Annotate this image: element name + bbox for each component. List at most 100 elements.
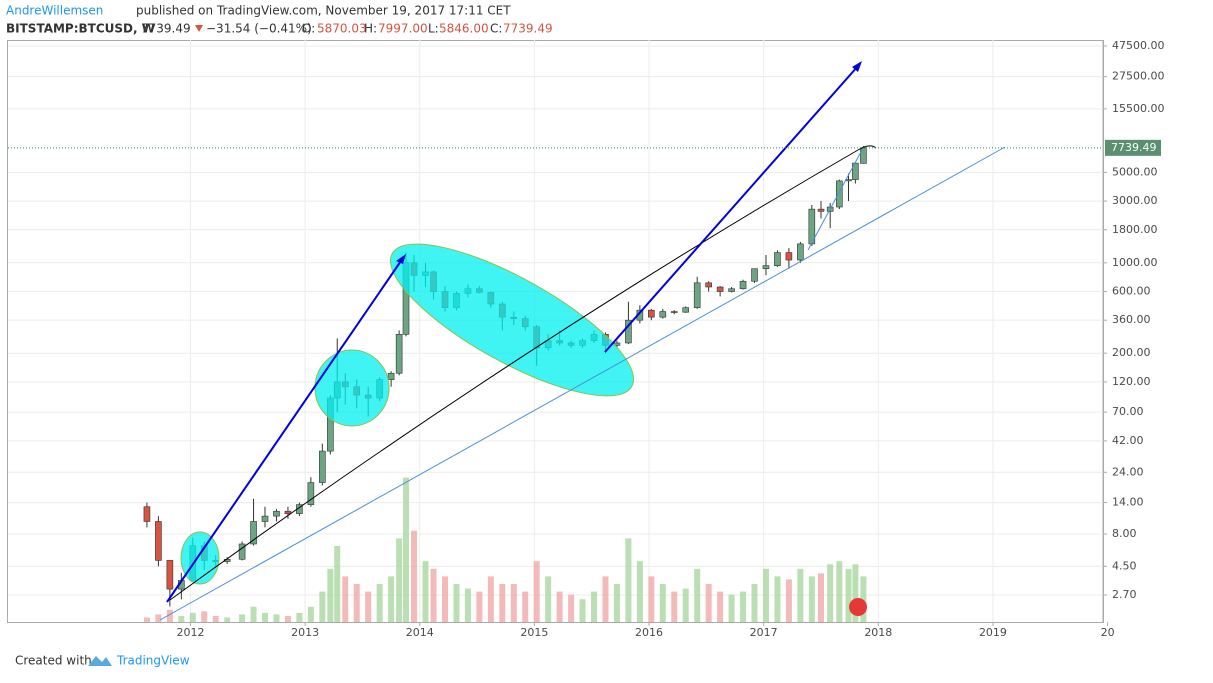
candle-body <box>250 521 257 545</box>
volume-bar <box>774 576 781 622</box>
down-arrow <box>195 25 203 32</box>
volume-bar <box>342 576 349 622</box>
arrow <box>166 257 404 603</box>
c-value: 7739.49 <box>503 22 553 36</box>
y-tick-label: 360.00 <box>1112 313 1151 326</box>
volume-bar <box>613 584 620 622</box>
candle-body <box>261 515 269 522</box>
logo <box>849 598 867 616</box>
y-tick-label: 600.00 <box>1112 284 1151 297</box>
x-tick-label: 2013 <box>291 626 319 639</box>
x-tick-label: 2015 <box>520 626 548 639</box>
l-value: 5846.00 <box>439 22 489 36</box>
volume-bar <box>327 568 334 622</box>
brand[interactable]: TradingView <box>116 654 190 668</box>
volume-bar <box>353 584 360 622</box>
volume-bar <box>296 612 303 622</box>
candle-body <box>670 311 678 313</box>
volume-bar <box>143 617 150 622</box>
candle-body <box>797 243 804 261</box>
volume-bar <box>591 591 598 622</box>
volume-bar <box>510 584 517 622</box>
author[interactable]: AndreWillemsen <box>6 4 103 18</box>
volume-bar <box>453 584 460 622</box>
arrow <box>604 65 859 353</box>
candle-body <box>273 510 280 517</box>
ellipse <box>314 349 390 427</box>
volume-bar <box>817 573 824 622</box>
volume-bar <box>556 591 563 622</box>
candle-body <box>774 252 781 266</box>
candle-body <box>625 319 632 344</box>
y-tick-label: 4.50 <box>1112 559 1137 572</box>
y-tick-label: 15500.00 <box>1112 102 1165 115</box>
volume-bar <box>262 612 269 622</box>
y-tick-label: 3000.00 <box>1112 194 1158 207</box>
candle-body <box>705 282 712 288</box>
volume-bar <box>785 579 792 622</box>
y-tick-label: 14.00 <box>1112 496 1144 509</box>
arrow-head <box>396 254 406 264</box>
candle-body <box>762 265 770 270</box>
volume-bar <box>836 561 843 622</box>
volume-bar <box>441 576 448 622</box>
volume-bar <box>334 546 341 622</box>
brand-icon <box>88 656 112 666</box>
candle-body <box>836 180 843 208</box>
volume-bar <box>625 538 632 622</box>
volume-bar <box>545 576 552 622</box>
y-tick-label: 5000.00 <box>1112 165 1158 178</box>
volume-bar <box>319 591 326 622</box>
volume-bar <box>422 561 429 622</box>
trend-line <box>807 149 863 251</box>
drawings <box>159 61 1006 621</box>
candle-body <box>682 307 690 313</box>
x-tick-label: 2018 <box>864 626 892 639</box>
last-price-box <box>1105 139 1161 156</box>
candle-body <box>785 252 793 261</box>
volume-bar <box>464 588 471 622</box>
h-value: 7997.00 <box>378 22 428 36</box>
candle-body <box>395 334 403 374</box>
candle-body <box>817 208 825 212</box>
candle-body <box>319 450 326 483</box>
volume-bar <box>250 606 257 622</box>
trend-line <box>159 146 1006 621</box>
x-tick-label: 2016 <box>635 626 663 639</box>
volume-bar <box>682 588 689 622</box>
volume-bar <box>522 591 529 622</box>
volume-bar <box>239 614 246 622</box>
symbol: BITSTAMP:BTCUSD, W <box>6 22 155 36</box>
volume-bar <box>705 584 712 622</box>
volume-bar <box>751 584 758 622</box>
y-tick-label: 24.00 <box>1112 465 1144 478</box>
volume-bar <box>852 564 859 622</box>
curve <box>169 145 877 601</box>
volume-bar <box>178 615 185 622</box>
candle-body <box>659 311 667 318</box>
volume-bar <box>487 576 494 622</box>
volume-bar <box>166 609 173 622</box>
candle-body <box>739 280 747 290</box>
ellipse <box>180 531 220 585</box>
volume-bar <box>845 568 852 622</box>
volume-bar <box>224 617 231 622</box>
candle-body <box>860 147 867 164</box>
candle-body <box>693 282 701 308</box>
candle-body <box>155 521 162 561</box>
volume-bar <box>659 584 666 622</box>
volume-bar <box>284 615 291 622</box>
y-tick-label: 47500.00 <box>1112 39 1165 52</box>
volume-bar <box>648 576 655 622</box>
volume-bar <box>860 576 867 622</box>
volume-bar <box>762 568 769 622</box>
volume-bar <box>388 576 395 622</box>
volume-bar <box>307 606 314 622</box>
o-label: O: <box>302 22 315 36</box>
last-price-label: 7739.49 <box>1111 141 1157 154</box>
candle-body <box>728 288 735 292</box>
candle-body <box>143 506 151 522</box>
volume-bar <box>273 614 280 622</box>
